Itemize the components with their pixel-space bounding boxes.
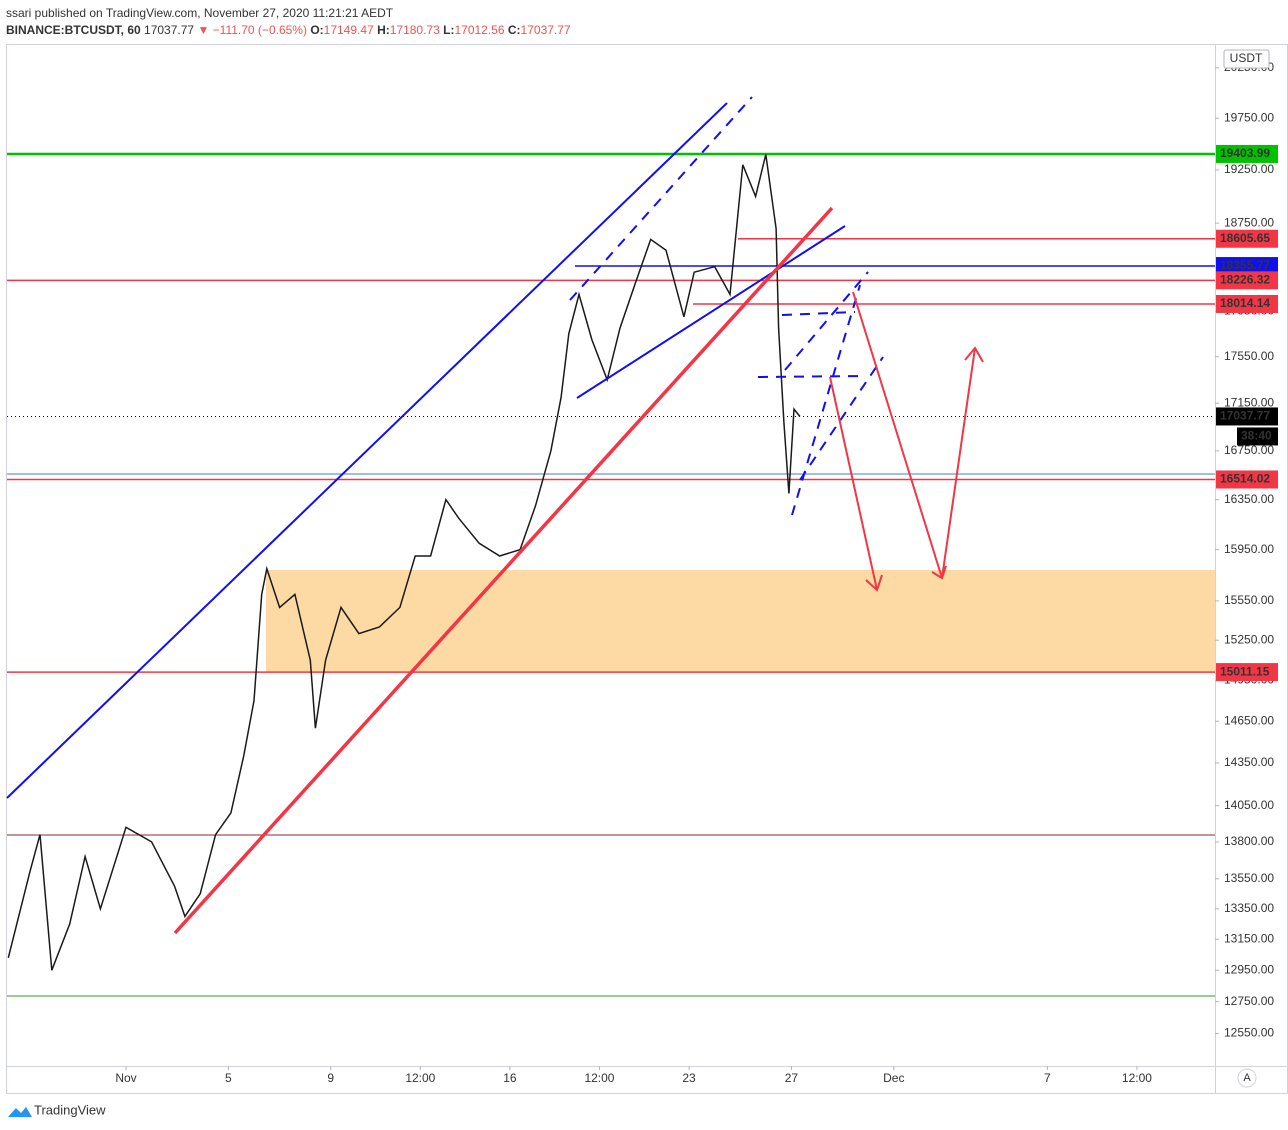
arrow-head	[865, 574, 883, 592]
published-line: ssari published on TradingView.com, Nove…	[6, 6, 394, 20]
y-tick-label: 13150.00	[1224, 931, 1274, 945]
x-tick-label: 23	[682, 1071, 696, 1085]
y-tick-label: 14650.00	[1224, 713, 1274, 727]
currency-box	[1223, 49, 1270, 69]
auto-scale: A	[1243, 1072, 1251, 1084]
x-tick-label: 12:00	[584, 1071, 614, 1085]
channel-line-dashed	[569, 96, 753, 301]
trend-line	[173, 206, 834, 935]
price-line-series	[7, 154, 801, 971]
y-tick-label: 15950.00	[1224, 542, 1274, 556]
symbol: BINANCE:BTCUSDT, 60	[6, 23, 141, 37]
down-arrow: ▼	[197, 23, 210, 37]
y-tick-label: 12750.00	[1224, 994, 1274, 1008]
y-tick-label: 12950.00	[1224, 962, 1274, 976]
countdown: 38:40	[1241, 429, 1272, 443]
drawings-underlay	[7, 473, 1215, 997]
series-layer	[7, 152, 1215, 971]
brand: TradingView	[34, 1102, 106, 1117]
o-label: O:	[310, 23, 324, 37]
flag-line	[757, 375, 866, 378]
x-tick-label: 12:00	[405, 1071, 435, 1085]
flag-line	[791, 284, 861, 516]
price-label: 18226.32	[1220, 273, 1270, 287]
tv-logo	[8, 1107, 32, 1117]
symbol-line: BINANCE:BTCUSDT, 60 17037.77 ▼ −111.70 (…	[6, 23, 571, 37]
y-tick-label: 17150.00	[1224, 395, 1274, 409]
open: 17149.47	[323, 23, 374, 37]
y-tick-label: 16350.00	[1224, 492, 1274, 506]
y-tick-label: 14050.00	[1224, 798, 1274, 812]
price-label-box	[1216, 294, 1278, 313]
arrow	[852, 291, 976, 579]
price-label: 17037.77	[1220, 409, 1270, 423]
price-label: 18014.14	[1220, 296, 1270, 310]
price-label-box	[1216, 663, 1278, 682]
l-label: L:	[443, 23, 455, 37]
close: 17037.77	[520, 23, 571, 37]
flag-line	[781, 311, 856, 316]
price-label-box	[1216, 271, 1278, 290]
price-label: 19403.99	[1220, 146, 1270, 160]
y-tick-label: 14950.00	[1224, 673, 1274, 687]
c-label: C:	[507, 23, 521, 37]
arrow-head	[931, 565, 947, 580]
y-tick-label: 20250.00	[1224, 60, 1274, 74]
y-tick-label: 17950.00	[1224, 303, 1274, 317]
price-label: 16514.02	[1220, 472, 1270, 486]
price-label-box	[1216, 229, 1278, 248]
x-tick-label: 27	[785, 1071, 799, 1085]
price-label-box	[1216, 257, 1278, 276]
h-label: H:	[377, 23, 390, 37]
frame	[6, 44, 1288, 1094]
arrow	[829, 376, 878, 591]
change: −111.70 (−0.65%)	[212, 23, 307, 37]
y-tick-label: 15250.00	[1224, 632, 1274, 646]
y-tick-label: 17550.00	[1224, 349, 1274, 363]
price-label: 18605.65	[1220, 231, 1270, 245]
price-label: 18355.77	[1220, 258, 1270, 272]
y-tick-label: 16750.00	[1224, 443, 1274, 457]
y-tick-label: 15550.00	[1224, 593, 1274, 607]
axis-layer: 20250.00 19750.00 19250.00 18750.00 17950.00…	[115, 60, 1278, 1085]
x-tick-label: 5	[225, 1071, 232, 1085]
demand-zone	[266, 570, 1215, 672]
x-tick-label: 9	[327, 1071, 334, 1085]
high: 17180.73	[389, 23, 440, 37]
x-tick-label: Dec	[883, 1071, 904, 1085]
price-label: 15011.15	[1220, 664, 1270, 678]
flag-line	[799, 356, 884, 481]
wedge-line	[576, 225, 846, 399]
drawings	[6, 96, 984, 935]
price-label-box	[1216, 470, 1278, 489]
x-tick-label: 16	[503, 1071, 517, 1085]
x-tick-label: 12:00	[1122, 1071, 1152, 1085]
countdown-box	[1237, 427, 1278, 446]
arrow-head	[964, 346, 984, 363]
low: 17012.56	[454, 23, 505, 37]
y-tick-label: 19250.00	[1224, 162, 1274, 176]
price-label-box	[1216, 144, 1278, 163]
y-tick-label: 13350.00	[1224, 901, 1274, 915]
y-tick-label: 13800.00	[1224, 834, 1274, 848]
last-price: 17037.77	[144, 23, 195, 37]
y-tick-label: 13550.00	[1224, 871, 1274, 885]
channel-line	[6, 102, 728, 799]
auto-scale-button[interactable]	[1237, 1068, 1257, 1088]
currency: USDT	[1230, 51, 1263, 65]
y-tick-label: 18750.00	[1224, 215, 1274, 229]
price-label-box	[1216, 407, 1278, 426]
x-tick-label: Nov	[115, 1071, 136, 1085]
y-tick-label: 19750.00	[1224, 110, 1274, 124]
y-tick-label: 14350.00	[1224, 755, 1274, 769]
flag-line	[784, 271, 869, 371]
y-tick-label: 12550.00	[1224, 1026, 1274, 1040]
x-tick-label: 7	[1044, 1071, 1051, 1085]
